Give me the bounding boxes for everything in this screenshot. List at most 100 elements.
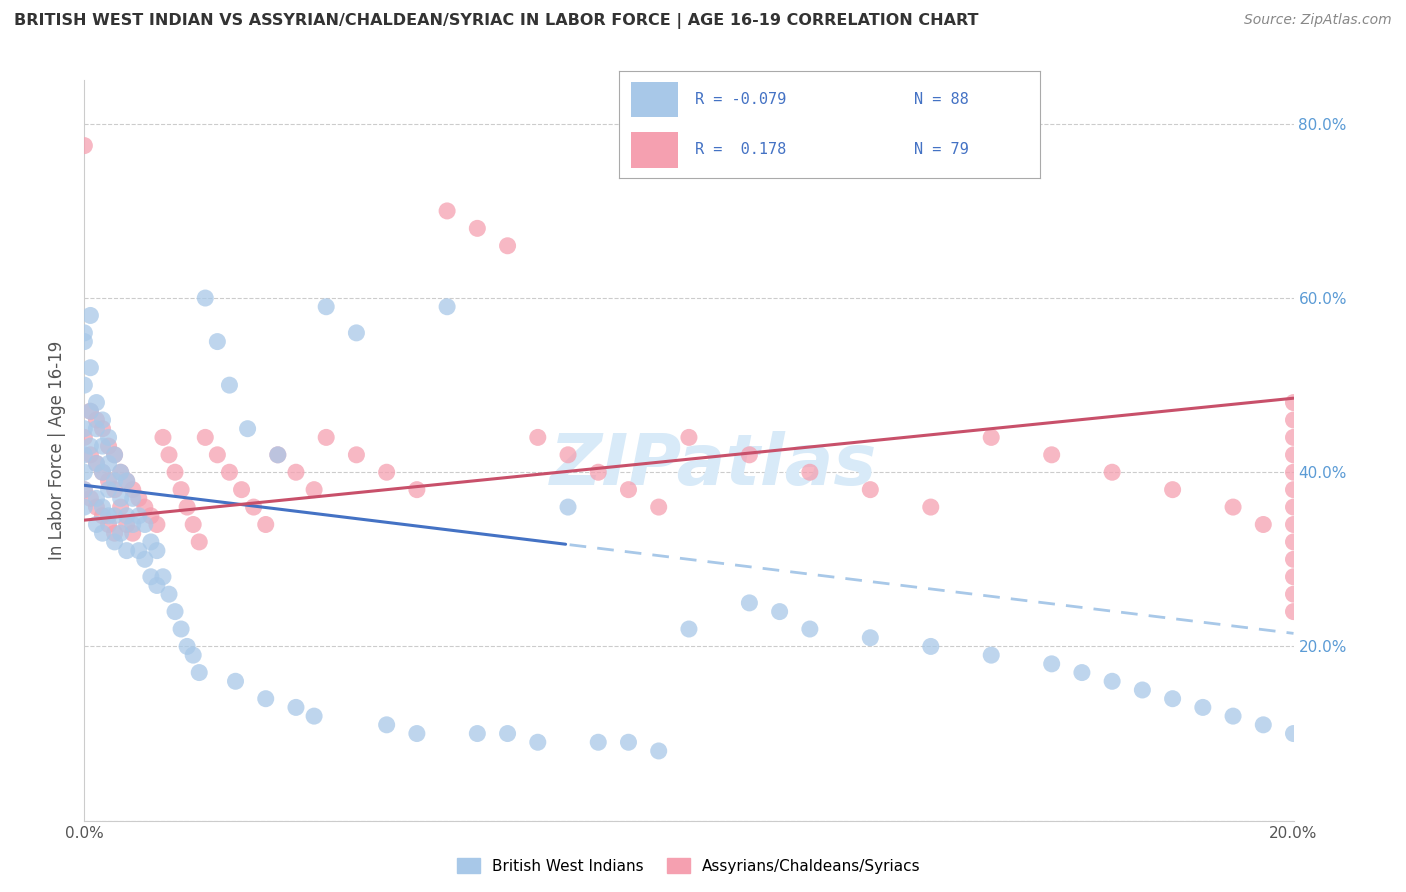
Point (617, 735, 640, 749)
Point (104, 474, 127, 488)
Point (91, 465, 114, 479)
Point (86, 500, 108, 514)
Point (375, 465, 398, 479)
Point (799, 622, 821, 636)
Point (128, 491, 150, 506)
Point (86, 422, 108, 436)
Point (920, 640, 942, 654)
Point (73, 500, 96, 514)
Point (146, 517, 169, 532)
Point (588, 735, 610, 749)
Point (91, 500, 114, 514)
Point (1282, 483, 1305, 497)
Point (86, 395, 108, 409)
Point (73, 483, 96, 497)
Text: N = 88: N = 88 (914, 92, 969, 107)
Point (1253, 517, 1275, 532)
Point (218, 378, 240, 392)
Point (121, 483, 143, 497)
Text: N = 79: N = 79 (914, 142, 969, 157)
Point (110, 500, 132, 514)
Point (97, 508, 120, 523)
Point (188, 535, 211, 549)
Point (859, 631, 882, 645)
Point (79, 448, 101, 462)
Point (648, 744, 671, 758)
Point (73, 422, 96, 436)
Point (1161, 691, 1184, 706)
Point (346, 448, 368, 462)
Point (91, 413, 114, 427)
Point (1282, 465, 1305, 479)
Point (315, 430, 337, 444)
Point (115, 474, 138, 488)
Point (181, 648, 204, 662)
Point (73, 378, 96, 392)
Point (1282, 535, 1305, 549)
Point (346, 326, 368, 340)
Text: ZIPatlas: ZIPatlas (550, 431, 877, 500)
Point (285, 465, 308, 479)
Point (128, 508, 150, 523)
Point (91, 526, 114, 541)
Point (79, 404, 101, 418)
Point (1282, 552, 1305, 566)
Point (254, 517, 277, 532)
Point (225, 674, 247, 689)
Point (1282, 448, 1305, 462)
Point (97, 474, 120, 488)
Point (176, 500, 198, 514)
Point (110, 526, 132, 541)
Point (218, 465, 240, 479)
Point (375, 718, 398, 732)
Point (436, 203, 458, 218)
Point (1101, 465, 1123, 479)
Point (139, 535, 162, 549)
Point (1222, 500, 1244, 514)
Point (315, 300, 337, 314)
Point (86, 413, 108, 427)
Point (91, 422, 114, 436)
Point (617, 483, 640, 497)
Point (181, 517, 204, 532)
Point (648, 500, 671, 514)
Point (79, 360, 101, 375)
Point (1040, 448, 1063, 462)
Point (769, 605, 792, 619)
Point (86, 457, 108, 471)
Point (134, 552, 156, 566)
Point (165, 465, 187, 479)
Text: R = -0.079: R = -0.079 (695, 92, 786, 107)
Point (152, 430, 174, 444)
Point (799, 465, 821, 479)
Point (91, 508, 114, 523)
Point (134, 500, 156, 514)
Point (1282, 395, 1305, 409)
Point (91, 439, 114, 453)
Point (242, 500, 264, 514)
Point (121, 517, 143, 532)
Point (86, 491, 108, 506)
Point (302, 709, 325, 723)
Point (139, 570, 162, 584)
Point (1282, 726, 1305, 740)
Point (1222, 709, 1244, 723)
Point (73, 430, 96, 444)
Point (1253, 718, 1275, 732)
Point (588, 465, 610, 479)
Point (467, 221, 489, 235)
Point (1101, 674, 1123, 689)
Point (73, 138, 96, 153)
Point (170, 622, 193, 636)
Point (152, 570, 174, 584)
Point (1282, 430, 1305, 444)
Point (79, 491, 101, 506)
Point (73, 448, 96, 462)
Text: BRITISH WEST INDIAN VS ASSYRIAN/CHALDEAN/SYRIAC IN LABOR FORCE | AGE 16-19 CORRE: BRITISH WEST INDIAN VS ASSYRIAN/CHALDEAN… (14, 13, 979, 29)
Point (86, 457, 108, 471)
Point (104, 526, 127, 541)
Point (557, 448, 579, 462)
Point (980, 430, 1002, 444)
Point (73, 326, 96, 340)
Point (146, 578, 169, 592)
